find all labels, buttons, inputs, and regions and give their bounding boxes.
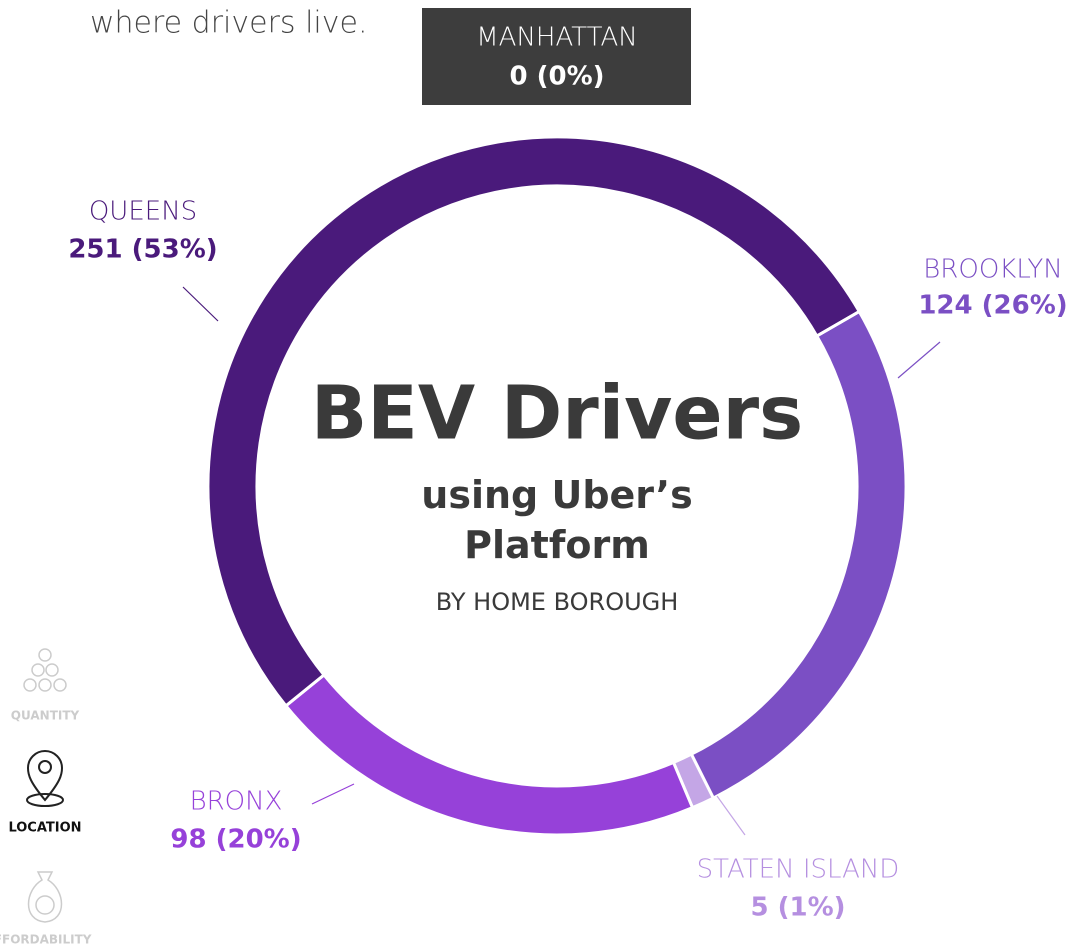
nav-item[interactable]: QUANTITY (11, 709, 80, 723)
donut-segment (206, 135, 862, 708)
leader-line (716, 795, 746, 836)
donut (206, 135, 908, 837)
segment-label: BROOKLYN (923, 255, 1062, 285)
segment-value: 5 (1%) (750, 893, 845, 923)
segment-label: STATEN ISLAND (697, 855, 900, 885)
location-icon (26, 750, 64, 807)
manhattan-box (422, 8, 691, 105)
affordability-icon (27, 871, 63, 923)
center-title: BEV Drivers (311, 371, 803, 457)
segment-value: 98 (20%) (170, 825, 301, 855)
center-caption: BY HOME BOROUGH (436, 588, 679, 616)
donut-segment (816, 310, 860, 338)
leader-line (182, 286, 219, 322)
donut-segment (283, 672, 695, 837)
segment-value: 251 (53%) (68, 235, 217, 265)
segment-label: MANHATTAN (476, 23, 638, 53)
segment-value: 0 (0%) (509, 62, 604, 92)
segment-value: 124 (26%) (918, 291, 1067, 321)
segment-label: QUEENS (89, 197, 197, 227)
intro-text: where drivers live. (90, 6, 368, 41)
center-subtitle-box: using Uber’s Platform (421, 473, 693, 567)
nav-item[interactable]: AFFORDABILITY (0, 933, 92, 947)
leader-line (897, 341, 941, 379)
quantity-icon (23, 648, 67, 692)
leader-line (311, 783, 355, 805)
segment-label: BRONX (190, 787, 283, 817)
side-nav: QUANTITY LOCATION AFFORDABILITY (0, 648, 92, 947)
center-subtitle: using Uber’s Platform (421, 473, 693, 567)
nav-item[interactable]: LOCATION (8, 821, 81, 836)
